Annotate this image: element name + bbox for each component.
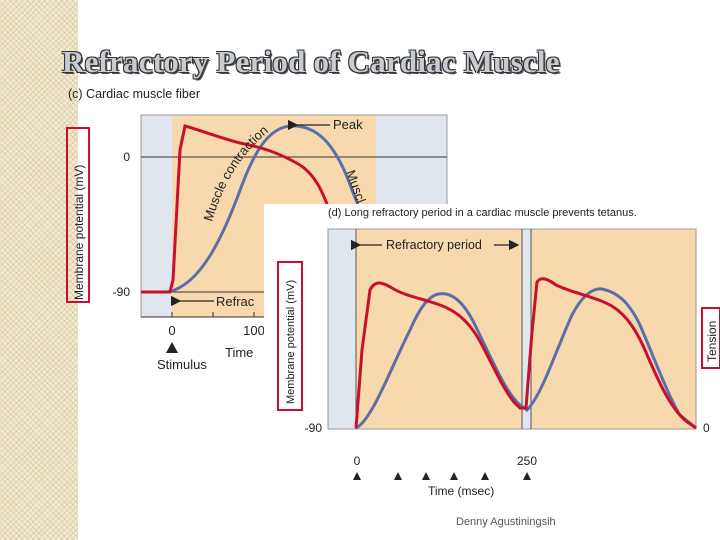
tension-label: Tension bbox=[705, 321, 719, 362]
panel-d-ytick-neg90: -90 bbox=[305, 421, 323, 435]
panel-d-xtick-0: 0 bbox=[354, 454, 361, 468]
panel-c-xlabel: Time bbox=[225, 345, 253, 360]
panel-c-action-potential bbox=[141, 124, 332, 294]
panel-d-tension-curve bbox=[355, 287, 697, 430]
slide-title: Refractory Period of Cardiac Muscle bbox=[62, 44, 560, 79]
stimulus-label: Stimulus bbox=[157, 357, 207, 372]
panel-c-ytick-neg90: -90 bbox=[113, 285, 131, 299]
tension-label-box bbox=[701, 307, 720, 369]
panel-d-ylabel-box bbox=[277, 261, 303, 411]
panel-c-caption: (c) Cardiac muscle fiber bbox=[68, 87, 200, 101]
decorative-side-strip bbox=[0, 0, 78, 540]
panel-d-xtick-250: 250 bbox=[517, 454, 537, 468]
panel-c-xtick-100: 100 bbox=[243, 323, 265, 338]
footer-author: Denny Agustiningsih bbox=[456, 516, 556, 528]
panel-d-caption: (d) Long refractory period in a cardiac … bbox=[328, 207, 637, 219]
panel-c-ylabel-box bbox=[66, 127, 90, 303]
tension-tick-0: 0 bbox=[703, 421, 710, 435]
panel-c-ylabel: Membrane potential (mV) bbox=[72, 165, 86, 300]
panel-c-ytick-0: 0 bbox=[123, 150, 130, 164]
panel-c-refractory-label: Refrac bbox=[216, 294, 255, 309]
panel-d-refractory-label: Refractory period bbox=[386, 238, 482, 252]
peak-label: Peak bbox=[333, 117, 363, 132]
stimulus-markers bbox=[353, 472, 531, 480]
panel-d-plot: Refractory period bbox=[327, 228, 697, 430]
panel-c-xtick-0: 0 bbox=[168, 323, 175, 338]
panel-d-ylabel: Membrane potential (mV) bbox=[285, 280, 297, 404]
panel-d-action-potential bbox=[354, 277, 697, 430]
stimulus-marker bbox=[166, 342, 178, 353]
panel-d-xlabel: Time (msec) bbox=[428, 484, 494, 498]
